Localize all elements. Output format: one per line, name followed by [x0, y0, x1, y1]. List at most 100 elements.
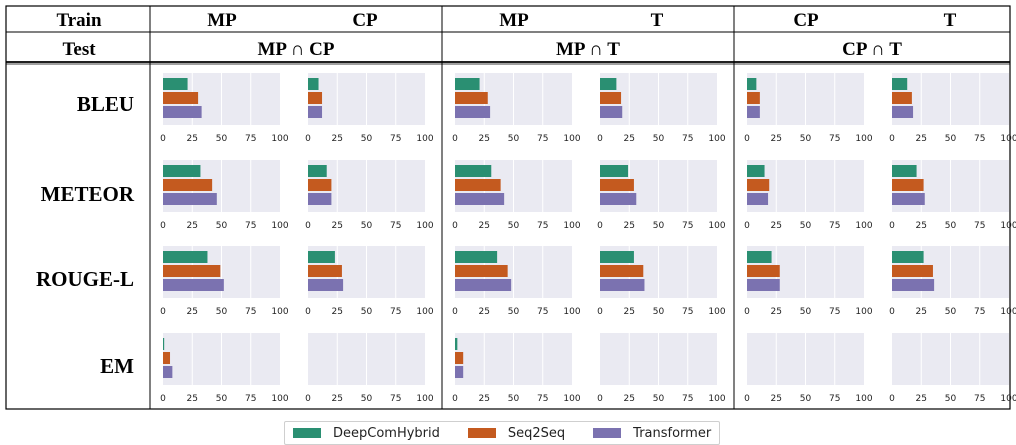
train-group3-b: T — [944, 10, 957, 31]
x-tick-label: 50 — [653, 307, 665, 317]
x-tick-label: 25 — [624, 394, 635, 404]
x-tick-label: 50 — [216, 394, 228, 404]
x-tick-label: 25 — [187, 221, 198, 231]
x-tick-label: 50 — [216, 221, 228, 231]
bar-seq2seq — [455, 92, 488, 104]
bar-seq2seq — [892, 92, 912, 104]
bar-seq2seq — [308, 265, 342, 277]
x-tick-label: 50 — [216, 134, 228, 144]
panel-5-rouge-l: 0 25 50 75 100 — [889, 246, 1016, 317]
x-tick-label: 25 — [771, 221, 782, 231]
x-tick-label: 100 — [855, 307, 872, 317]
x-tick-label: 0 — [744, 307, 750, 317]
x-tick-label: 0 — [160, 221, 166, 231]
metric-label-bleu: BLEU — [77, 92, 134, 116]
x-tick-label: 25 — [624, 307, 635, 317]
x-tick-label: 75 — [829, 221, 840, 231]
x-tick-label: 100 — [708, 307, 725, 317]
bar-transformer — [455, 106, 491, 118]
x-tick-label: 100 — [708, 134, 725, 144]
x-tick-label: 50 — [800, 394, 812, 404]
x-tick-label: 0 — [744, 394, 750, 404]
x-tick-label: 100 — [416, 134, 433, 144]
x-tick-label: 0 — [452, 394, 458, 404]
x-tick-label: 25 — [624, 221, 635, 231]
x-tick-label: 50 — [653, 134, 665, 144]
x-tick-label: 75 — [537, 221, 548, 231]
bar-transformer — [600, 193, 637, 205]
x-tick-label: 50 — [945, 307, 957, 317]
bar-seq2seq — [600, 265, 644, 277]
x-tick-label: 100 — [271, 221, 288, 231]
train-group3-a: CP — [793, 10, 819, 31]
test-group1: MP ∩ CP — [258, 39, 335, 60]
x-tick-label: 0 — [160, 307, 166, 317]
x-tick-label: 0 — [597, 134, 603, 144]
x-tick-label: 75 — [682, 221, 693, 231]
x-tick-label: 0 — [452, 134, 458, 144]
x-tick-label: 50 — [653, 394, 665, 404]
x-tick-label: 100 — [563, 394, 580, 404]
figure-chart: Train Test MP CP MP ∩ CP MP T MP ∩ T CP … — [5, 5, 1016, 410]
x-tick-label: 0 — [744, 221, 750, 231]
bar-transformer — [600, 106, 623, 118]
x-tick-label: 0 — [889, 307, 895, 317]
x-tick-label: 0 — [889, 221, 895, 231]
bar-seq2seq — [455, 179, 501, 191]
panel-5-meteor: 0 25 50 75 100 — [889, 160, 1016, 231]
x-tick-label: 50 — [361, 394, 373, 404]
bar-deepcomhybrid — [892, 78, 908, 90]
x-tick-label: 25 — [771, 394, 782, 404]
panel-3-bleu: 0 25 50 75 100 — [597, 73, 726, 144]
x-tick-label: 100 — [416, 221, 433, 231]
panel-1-em: 0 25 50 75 100 — [305, 333, 434, 404]
x-tick-label: 0 — [889, 134, 895, 144]
panel-2-rouge-l: 0 25 50 75 100 — [452, 246, 581, 317]
x-tick-label: 0 — [160, 134, 166, 144]
panel-3-em: 0 25 50 75 100 — [597, 333, 726, 404]
bar-transformer — [308, 106, 323, 118]
bar-deepcomhybrid — [308, 78, 319, 90]
bar-deepcomhybrid — [163, 338, 165, 350]
bar-deepcomhybrid — [163, 165, 201, 177]
bar-deepcomhybrid — [308, 251, 335, 263]
bar-transformer — [308, 193, 332, 205]
x-tick-label: 50 — [945, 394, 957, 404]
bar-deepcomhybrid — [747, 251, 772, 263]
bar-deepcomhybrid — [747, 78, 757, 90]
x-tick-label: 25 — [187, 307, 198, 317]
bar-seq2seq — [455, 352, 464, 364]
x-tick-label: 0 — [305, 221, 311, 231]
bar-deepcomhybrid — [600, 78, 617, 90]
x-tick-label: 0 — [305, 307, 311, 317]
x-tick-label: 25 — [332, 394, 343, 404]
bar-deepcomhybrid — [892, 165, 917, 177]
bar-transformer — [308, 279, 344, 291]
x-tick-label: 50 — [800, 134, 812, 144]
bar-transformer — [747, 193, 769, 205]
x-tick-label: 100 — [855, 134, 872, 144]
x-tick-label: 25 — [771, 134, 782, 144]
bar-seq2seq — [308, 92, 323, 104]
x-tick-label: 0 — [597, 307, 603, 317]
x-tick-label: 75 — [245, 221, 256, 231]
train-group1-b: CP — [352, 10, 378, 31]
train-label: Train — [56, 10, 101, 31]
bar-seq2seq — [600, 179, 634, 191]
x-tick-label: 25 — [479, 307, 490, 317]
bar-seq2seq — [163, 179, 213, 191]
bar-deepcomhybrid — [455, 251, 498, 263]
x-tick-label: 100 — [416, 307, 433, 317]
panel-0-bleu: 0 25 50 75 100 — [160, 73, 289, 144]
bar-transformer — [747, 106, 760, 118]
x-tick-label: 75 — [974, 307, 985, 317]
x-tick-label: 75 — [974, 221, 985, 231]
x-tick-label: 100 — [563, 221, 580, 231]
legend-swatch-seq2seq — [467, 428, 496, 438]
bar-seq2seq — [308, 179, 332, 191]
x-tick-label: 75 — [974, 134, 985, 144]
x-tick-label: 50 — [361, 134, 373, 144]
bar-seq2seq — [600, 92, 622, 104]
x-tick-label: 100 — [1000, 221, 1016, 231]
legend-label-deepcomhybrid: DeepComHybrid — [333, 425, 440, 441]
